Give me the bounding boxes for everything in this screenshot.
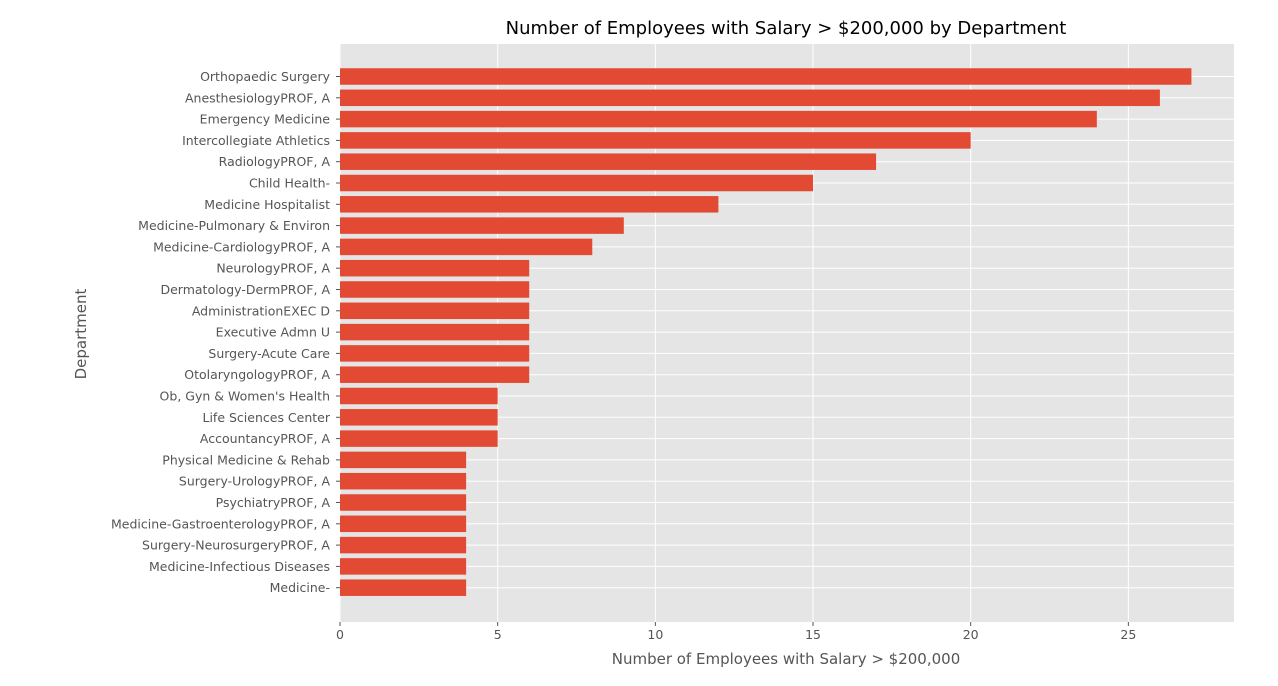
y-tick-label: Surgery-NeurosurgeryPROF, A: [142, 538, 330, 553]
bar: [340, 409, 498, 426]
y-tick-label: Intercollegiate Athletics: [182, 133, 330, 148]
y-tick-label: Emergency Medicine: [200, 112, 331, 127]
y-tick-label: Orthopaedic Surgery: [200, 69, 331, 84]
bar: [340, 366, 530, 383]
x-axis-label: Number of Employees with Salary > $200,0…: [612, 650, 961, 668]
bar: [340, 430, 498, 447]
y-tick-label: Medicine-Infectious Diseases: [149, 559, 330, 574]
y-tick-labels: Orthopaedic Surgery AnesthesiologyPROF, A…: [111, 69, 340, 595]
y-tick-label: Surgery-Acute Care: [208, 346, 330, 361]
y-tick-label: Ob, Gyn & Women's Health: [160, 389, 330, 404]
bar: [340, 472, 467, 490]
x-tick-label: 20: [963, 627, 979, 642]
y-tick-label: Physical Medicine & Rehab: [162, 452, 330, 467]
y-tick-label: Medicine-Pulmonary & Environ: [138, 218, 330, 233]
x-tick-label: 15: [805, 627, 821, 642]
y-tick-label: OtolaryngologyPROF, A: [184, 367, 330, 382]
y-axis-label: Department: [72, 289, 90, 380]
y-tick-label: Medicine Hospitalist: [204, 197, 330, 212]
bar: [340, 345, 530, 362]
bar: [340, 259, 530, 277]
bar: [340, 238, 593, 256]
y-tick-label: Child Health-: [249, 176, 330, 191]
bar: [340, 217, 624, 234]
bar: [340, 323, 530, 341]
bars: [340, 68, 1192, 596]
y-tick-label: AnesthesiologyPROF, A: [185, 90, 330, 105]
x-tick-label: 5: [494, 627, 502, 642]
bar: [340, 153, 877, 170]
y-tick-label: RadiologyPROF, A: [219, 154, 331, 169]
bar: [340, 89, 1160, 107]
x-tick-labels: 0 5 10 15 20 25: [336, 622, 1136, 642]
bar: [340, 302, 530, 320]
y-tick-label: NeurologyPROF, A: [216, 261, 330, 276]
bar: [340, 196, 719, 213]
y-tick-label: Executive Admn U: [216, 325, 330, 340]
y-tick-label: AccountancyPROF, A: [200, 431, 331, 446]
x-tick-label: 25: [1120, 627, 1136, 642]
y-tick-label: AdministrationEXEC D: [192, 303, 330, 318]
bar: [340, 515, 467, 533]
bar: [340, 558, 467, 575]
bar: [340, 132, 971, 149]
y-tick-label: Medicine-GastroenterologyPROF, A: [111, 516, 330, 531]
bar: [340, 536, 467, 554]
y-tick-label: Medicine-CardiologyPROF, A: [153, 239, 330, 254]
bar: [340, 281, 530, 298]
x-tick-label: 0: [336, 627, 344, 642]
y-tick-label: PsychiatryPROF, A: [216, 495, 331, 510]
bar: [340, 451, 467, 469]
bar: [340, 494, 467, 511]
bar: [340, 174, 814, 192]
chart-title: Number of Employees with Salary > $200,0…: [506, 18, 1067, 39]
x-tick-label: 10: [647, 627, 663, 642]
bar: [340, 110, 1097, 128]
y-tick-label: Life Sciences Center: [202, 410, 330, 425]
y-tick-label: Medicine-: [270, 580, 330, 595]
y-tick-label: Dermatology-DermPROF, A: [160, 282, 330, 297]
bar: [340, 579, 467, 596]
bar: [340, 68, 1192, 85]
bar: [340, 387, 498, 405]
y-tick-label: Surgery-UrologyPROF, A: [179, 474, 331, 489]
